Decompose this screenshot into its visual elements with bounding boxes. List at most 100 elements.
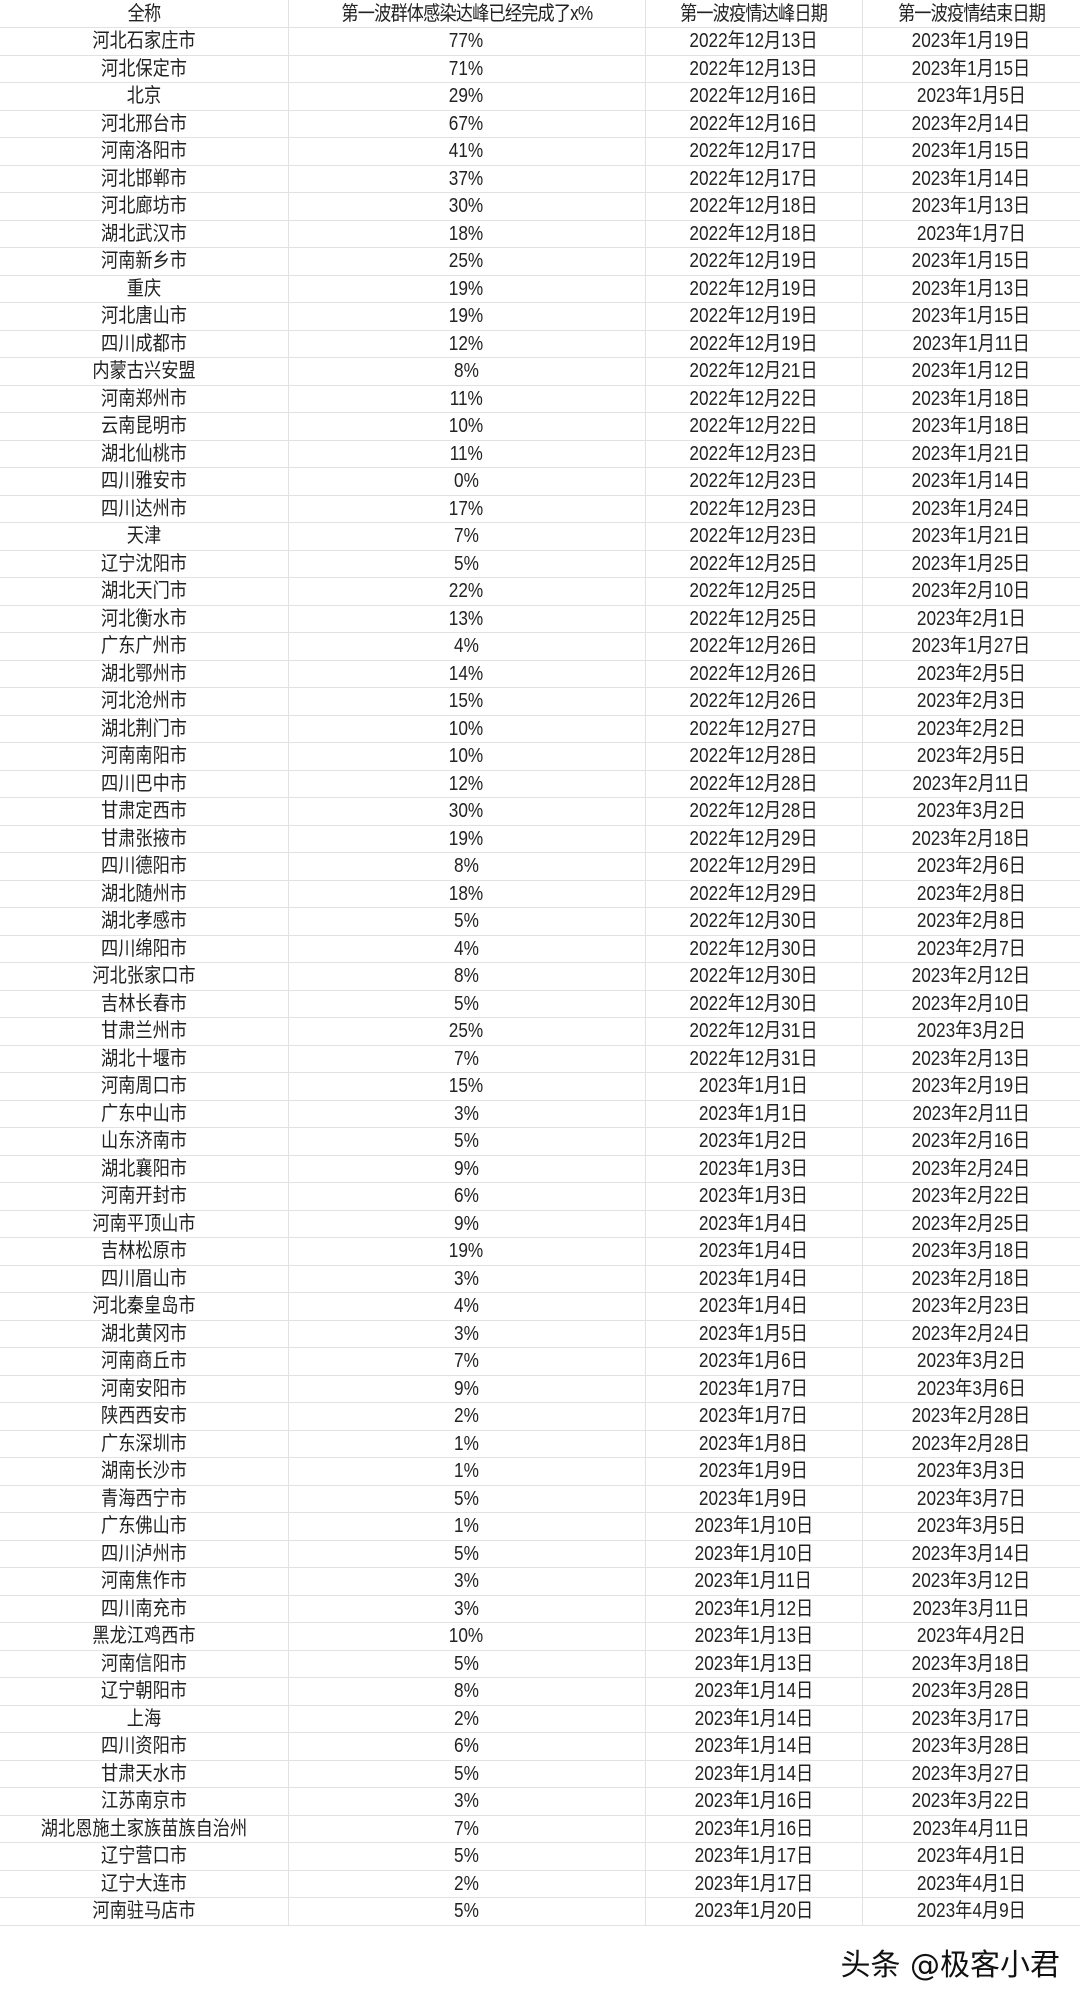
cell-name: 广东深圳市 xyxy=(0,1430,289,1458)
header-infection-pct: 第一波群体感染达峰已经完成了x% xyxy=(288,0,646,28)
cell-text: 6% xyxy=(454,1735,479,1758)
cell-end-date: 2023年1月18日 xyxy=(862,385,1080,413)
cell-end-date: 2023年2月5日 xyxy=(862,742,1080,771)
cell-infection-pct: 1% xyxy=(288,1512,646,1541)
table-row: 辽宁沈阳市 5% 2022年12月25日 2023年1月25日 xyxy=(0,550,1080,578)
cell-text: 2023年2月23日 xyxy=(911,1295,1031,1318)
cell-text: 甘肃定西市 xyxy=(100,800,187,823)
cell-text: 四川泸州市 xyxy=(100,1542,187,1565)
table-row: 湖北随州市 18% 2022年12月29日 2023年2月8日 xyxy=(0,880,1080,908)
cell-infection-pct: 10% xyxy=(288,412,646,441)
cell-name: 广东佛山市 xyxy=(0,1512,289,1541)
cell-text: 河北廊坊市 xyxy=(100,195,187,218)
cell-peak-date: 2023年1月16日 xyxy=(645,1815,863,1843)
table-row: 四川德阳市 8% 2022年12月29日 2023年2月6日 xyxy=(0,852,1080,881)
table-row: 甘肃定西市 30% 2022年12月28日 2023年3月2日 xyxy=(0,797,1080,826)
cell-end-date: 2023年1月19日 xyxy=(862,27,1080,56)
cell-name: 河北保定市 xyxy=(0,55,289,83)
cell-text: 0% xyxy=(454,470,479,493)
cell-text: 5% xyxy=(454,992,479,1015)
cell-infection-pct: 8% xyxy=(288,1677,646,1706)
cell-peak-date: 2023年1月3日 xyxy=(645,1182,863,1211)
cell-name: 湖北恩施土家族苗族自治州 xyxy=(0,1815,289,1843)
cell-peak-date: 2022年12月31日 xyxy=(645,1017,863,1046)
cell-text: 2022年12月26日 xyxy=(689,635,818,658)
cell-text: 2023年3月2日 xyxy=(916,1020,1026,1043)
header-end-date: 第一波疫情结束日期 xyxy=(862,0,1080,28)
cell-text: 2022年12月23日 xyxy=(689,525,818,548)
cell-text: 2023年1月3日 xyxy=(698,1185,809,1208)
cell-text: 四川雅安市 xyxy=(100,470,187,493)
cell-infection-pct: 19% xyxy=(288,275,646,303)
cell-end-date: 2023年2月10日 xyxy=(862,990,1080,1018)
cell-text: 14% xyxy=(449,662,484,685)
cell-name: 内蒙古兴安盟 xyxy=(0,357,289,386)
cell-infection-pct: 5% xyxy=(288,1760,646,1788)
table-row: 陕西西安市 2% 2023年1月7日 2023年2月28日 xyxy=(0,1402,1080,1431)
cell-infection-pct: 5% xyxy=(288,1650,646,1678)
cell-peak-date: 2023年1月2日 xyxy=(645,1127,863,1156)
table-row: 湖南长沙市 1% 2023年1月9日 2023年3月3日 xyxy=(0,1457,1080,1486)
table-row: 河南驻马店市 5% 2023年1月20日 2023年4月9日 xyxy=(0,1897,1080,1926)
cell-end-date: 2023年1月13日 xyxy=(862,192,1080,221)
cell-end-date: 2023年1月15日 xyxy=(862,247,1080,276)
cell-text: 湖北鄂州市 xyxy=(100,662,187,685)
cell-name: 河南周口市 xyxy=(0,1072,289,1101)
cell-text: 2023年4月1日 xyxy=(916,1845,1026,1868)
cell-infection-pct: 30% xyxy=(288,797,646,826)
table-row: 河南商丘市 7% 2023年1月6日 2023年3月2日 xyxy=(0,1347,1080,1376)
table-row: 广东中山市 3% 2023年1月1日 2023年2月11日 xyxy=(0,1100,1080,1128)
cell-text: 2023年3月14日 xyxy=(911,1542,1031,1565)
cell-text: 四川德阳市 xyxy=(100,855,187,878)
cell-peak-date: 2022年12月19日 xyxy=(645,302,863,331)
cell-text: 9% xyxy=(454,1212,479,1235)
cell-infection-pct: 8% xyxy=(288,962,646,991)
cell-name: 河南南阳市 xyxy=(0,742,289,771)
cell-peak-date: 2022年12月23日 xyxy=(645,495,863,523)
cell-text: 2023年1月7日 xyxy=(916,222,1026,245)
cell-infection-pct: 1% xyxy=(288,1457,646,1486)
cell-text: 2022年12月28日 xyxy=(689,800,818,823)
cell-end-date: 2023年4月9日 xyxy=(862,1897,1080,1926)
cell-peak-date: 2023年1月14日 xyxy=(645,1705,863,1733)
cell-peak-date: 2022年12月25日 xyxy=(645,577,863,606)
cell-end-date: 2023年1月14日 xyxy=(862,467,1080,496)
cell-text: 77% xyxy=(449,30,484,53)
cell-name: 北京 xyxy=(0,82,289,111)
cell-text: 青海西宁市 xyxy=(100,1487,187,1510)
cell-peak-date: 2022年12月29日 xyxy=(645,825,863,853)
cell-end-date: 2023年1月7日 xyxy=(862,220,1080,248)
cell-name: 河南安阳市 xyxy=(0,1375,289,1403)
table-row: 江苏南京市 3% 2023年1月16日 2023年3月22日 xyxy=(0,1787,1080,1816)
cell-text: 2023年4月1日 xyxy=(916,1872,1026,1895)
cell-name: 辽宁营口市 xyxy=(0,1842,289,1871)
cell-name: 湖北荆门市 xyxy=(0,715,289,743)
cell-text: 2023年1月7日 xyxy=(698,1377,809,1400)
cell-text: 10% xyxy=(449,1625,484,1648)
cell-peak-date: 2022年12月13日 xyxy=(645,55,863,83)
cell-text: 19% xyxy=(449,1240,484,1263)
cell-text: 河北张家口市 xyxy=(92,965,196,988)
cell-text: 12% xyxy=(449,332,484,355)
cell-text: 河北石家庄市 xyxy=(92,30,196,53)
cell-text: 山东济南市 xyxy=(100,1130,187,1153)
cell-end-date: 2023年1月14日 xyxy=(862,165,1080,193)
cell-text: 2023年2月7日 xyxy=(916,937,1026,960)
cell-text: 广东深圳市 xyxy=(100,1432,187,1455)
cell-peak-date: 2022年12月30日 xyxy=(645,935,863,963)
cell-infection-pct: 37% xyxy=(288,165,646,193)
cell-text: 四川巴中市 xyxy=(100,772,187,795)
cell-text: 2023年1月11日 xyxy=(694,1570,813,1593)
cell-peak-date: 2023年1月10日 xyxy=(645,1540,863,1568)
cell-text: 2022年12月18日 xyxy=(689,222,818,245)
cell-infection-pct: 8% xyxy=(288,852,646,881)
cell-infection-pct: 2% xyxy=(288,1402,646,1431)
cell-peak-date: 2022年12月23日 xyxy=(645,440,863,468)
cell-end-date: 2023年2月18日 xyxy=(862,825,1080,853)
cell-text: 30% xyxy=(449,195,484,218)
table-row: 湖北鄂州市 14% 2022年12月26日 2023年2月5日 xyxy=(0,660,1080,688)
cell-end-date: 2023年1月27日 xyxy=(862,632,1080,661)
cell-text: 5% xyxy=(454,552,479,575)
cell-text: 3% xyxy=(454,1267,479,1290)
cell-text: 1% xyxy=(454,1460,479,1483)
